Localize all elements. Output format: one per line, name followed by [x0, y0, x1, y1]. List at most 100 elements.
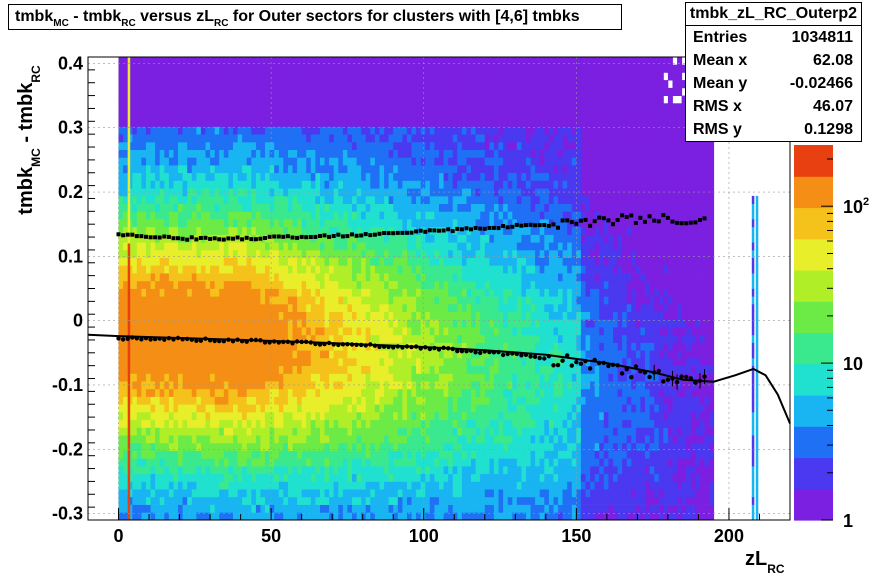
heatmap-cell — [361, 265, 367, 274]
heatmap-cell — [411, 195, 417, 204]
heatmap-cell — [233, 350, 238, 359]
heatmap-cell — [448, 234, 454, 243]
heatmap-cell — [187, 249, 193, 258]
heatmap-cell — [306, 396, 312, 405]
heatmap-cell — [255, 419, 261, 428]
heatmap-cell — [461, 219, 467, 228]
heatmap-cell — [448, 111, 454, 120]
heatmap-cell — [123, 450, 129, 459]
heatmap-cell — [361, 219, 367, 228]
heatmap-cell — [397, 504, 403, 513]
heatmap-cell — [136, 296, 142, 305]
heatmap-cell — [155, 435, 161, 444]
heatmap-cell — [219, 481, 225, 490]
heatmap-cell — [159, 219, 165, 228]
heatmap-cell — [182, 249, 188, 258]
heatmap-cell — [178, 149, 183, 158]
heatmap-cell — [182, 149, 188, 158]
heatmap-cell — [182, 203, 188, 212]
heatmap-cell — [407, 165, 412, 174]
heatmap-cell — [150, 504, 156, 513]
heatmap-cell — [393, 149, 399, 158]
heatmap-cell — [388, 134, 394, 143]
heatmap-cell — [402, 350, 408, 359]
heatmap-cell — [182, 87, 188, 96]
heatmap-cell — [164, 357, 170, 366]
heatmap-cell — [484, 149, 490, 158]
heatmap-cell — [287, 87, 293, 96]
heatmap-cell — [347, 489, 353, 498]
heatmap-cell — [489, 496, 495, 505]
heatmap-cell — [338, 458, 344, 467]
heatmap-cell — [443, 95, 449, 104]
heatmap-cell — [141, 388, 147, 397]
heatmap-cell — [471, 350, 476, 359]
heatmap-cell — [205, 481, 211, 490]
heatmap-cell — [448, 473, 454, 482]
heatmap-cell — [493, 435, 499, 444]
heatmap-cell — [123, 242, 129, 251]
heatmap-cell — [338, 80, 344, 89]
heatmap-cell — [242, 473, 248, 482]
heatmap-cell — [260, 458, 266, 467]
heatmap-cell — [155, 242, 161, 251]
heatmap-cell — [274, 450, 280, 459]
heatmap-cell — [251, 350, 257, 359]
heatmap-cell — [219, 103, 225, 112]
heatmap-cell — [471, 303, 476, 312]
heatmap-cell — [388, 489, 394, 498]
heatmap-cell — [150, 242, 156, 251]
heatmap-cell — [260, 427, 266, 436]
heatmap-cell — [118, 126, 124, 135]
heatmap-cell — [475, 473, 481, 482]
heatmap-cell — [420, 296, 426, 305]
heatmap-cell — [173, 257, 179, 266]
heatmap-cell — [251, 404, 257, 413]
heatmap-cell — [178, 242, 183, 251]
heatmap-cell — [480, 311, 486, 320]
heatmap-cell — [118, 257, 124, 266]
heatmap-cell — [338, 273, 344, 282]
heatmap-cell — [448, 188, 454, 197]
heatmap-cell — [306, 157, 312, 166]
heatmap-cell — [178, 126, 183, 135]
heatmap-cell — [347, 296, 353, 305]
heatmap-cell — [407, 334, 412, 343]
heatmap-cell — [320, 466, 325, 475]
heatmap-cell — [233, 149, 238, 158]
heatmap-cell — [150, 80, 156, 89]
heatmap-cell — [342, 396, 348, 405]
heatmap-cell — [123, 319, 129, 328]
heatmap-cell — [246, 103, 252, 112]
heatmap-cell — [397, 311, 403, 320]
heatmap-cell — [123, 419, 129, 428]
heatmap-cell — [242, 211, 248, 220]
heatmap-cell — [132, 412, 138, 421]
heatmap-cell — [466, 419, 472, 428]
heatmap-cell — [283, 180, 289, 189]
heatmap-cell — [292, 111, 298, 120]
heatmap-cell — [118, 473, 124, 482]
heatmap-cell — [242, 496, 248, 505]
heatmap-cell — [118, 365, 124, 374]
heatmap-cell — [315, 311, 321, 320]
heatmap-cell — [457, 412, 463, 421]
heatmap-cell — [219, 489, 225, 498]
heatmap-cell — [287, 334, 293, 343]
heatmap-cell — [356, 203, 362, 212]
heatmap-cell — [379, 489, 385, 498]
heatmap-cell — [379, 203, 385, 212]
heatmap-cell — [164, 188, 170, 197]
heatmap-cell — [155, 365, 161, 374]
heatmap-cell — [356, 149, 362, 158]
heatmap-cell — [480, 180, 486, 189]
heatmap-cell — [214, 388, 220, 397]
heatmap-cell — [471, 365, 476, 374]
heatmap-cell — [301, 249, 307, 258]
heatmap-cell — [146, 157, 151, 166]
heatmap-cell — [352, 512, 357, 521]
heatmap-cell — [283, 288, 289, 297]
heatmap-cell — [219, 226, 225, 235]
heatmap-cell — [287, 219, 293, 228]
heatmap-cell — [443, 257, 449, 266]
